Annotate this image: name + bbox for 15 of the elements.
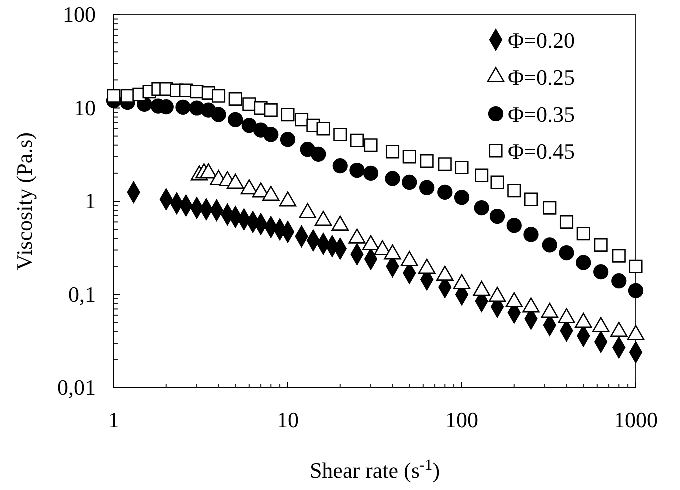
x-tick-label: 10 (277, 408, 299, 433)
legend-label: Φ=0.20 (508, 28, 575, 53)
x-axis-title: Shear rate (s$^{-1}$) (310, 456, 440, 483)
x-tick-label: 1000 (614, 408, 658, 433)
y-tick-label: 1 (85, 188, 96, 214)
y-tick-label: 0,1 (68, 282, 96, 307)
y-tick-label: 10 (74, 95, 96, 120)
y-tick-label: 0,01 (58, 375, 96, 400)
y-axis-title: Viscosity (Pa.s) (12, 132, 37, 271)
x-tick-label: 1 (108, 408, 120, 433)
legend-label: Φ=0.25 (508, 65, 575, 90)
y-tick-label: 100 (63, 2, 96, 28)
x-tick-label: 100 (446, 408, 478, 433)
legend-label: Φ=0.45 (508, 139, 575, 164)
legend-label: Φ=0.35 (508, 102, 575, 127)
